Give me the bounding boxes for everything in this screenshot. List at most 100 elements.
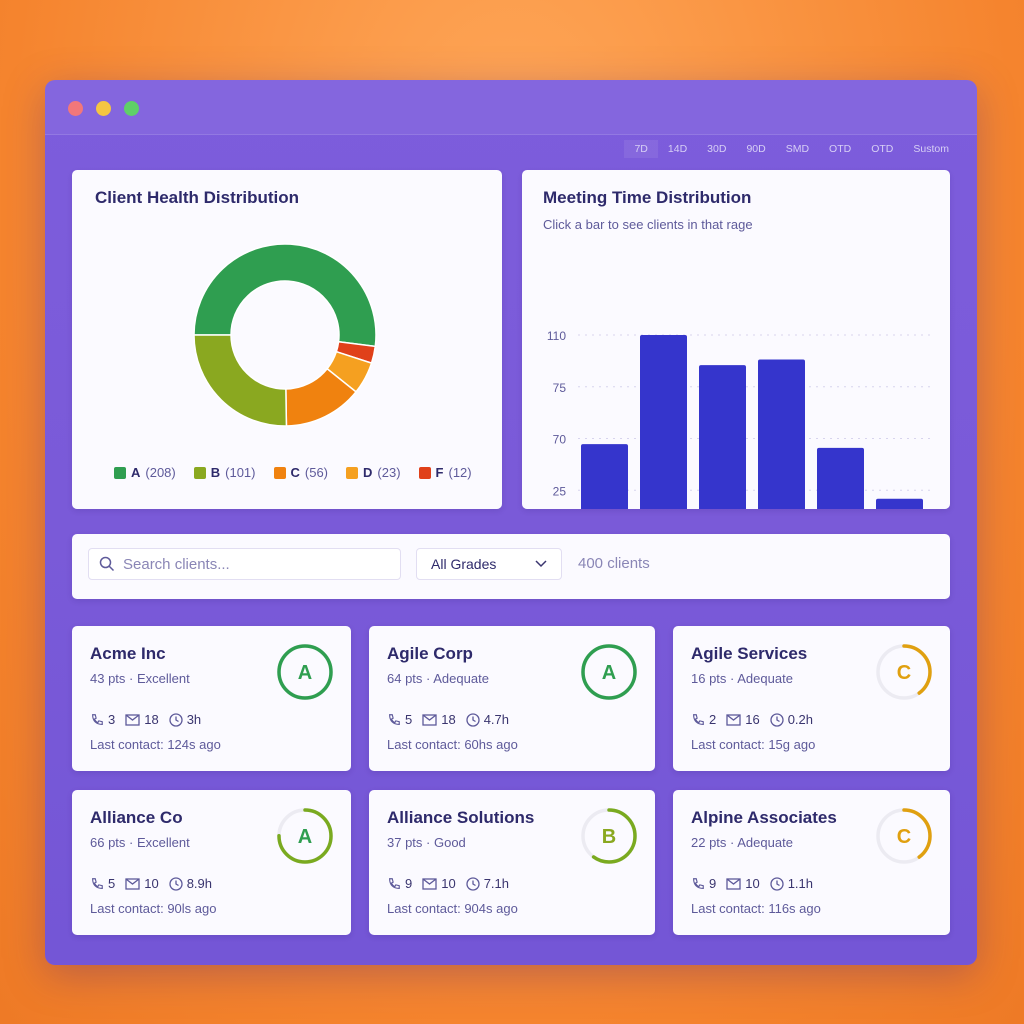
grade-letter: C bbox=[897, 826, 911, 848]
meeting-time: 8.9h bbox=[186, 876, 213, 891]
range-option[interactable]: 30D bbox=[707, 143, 727, 155]
search-box[interactable] bbox=[88, 548, 401, 580]
legend-swatch bbox=[193, 466, 206, 479]
bar-1h-2h[interactable] bbox=[640, 335, 687, 509]
date-range-selector: 7D 14D 30D 90D SMD OTD OTD Sustom bbox=[624, 140, 959, 158]
client-meta: 37 pts · Good bbox=[387, 835, 466, 850]
mail-icon bbox=[125, 877, 140, 890]
legend-grade: D bbox=[363, 465, 373, 480]
donut-slice-A[interactable] bbox=[193, 243, 377, 348]
grade-letter: A bbox=[298, 826, 312, 848]
close-button[interactable] bbox=[68, 101, 83, 116]
client-stats: 2 16 0.2h bbox=[691, 712, 813, 727]
client-meta: 16 pts · Adequate bbox=[691, 671, 793, 686]
client-points: 37 pts bbox=[387, 835, 423, 850]
meeting-time-card: Meeting Time Distribution Click a bar to… bbox=[522, 170, 950, 509]
client-health-card: Client Health Distribution A (208) B (101) C… bbox=[72, 170, 502, 509]
client-name: Alliance Co bbox=[90, 808, 183, 827]
client-card[interactable]: Alliance Co 66 pts · Excellent 5 10 8.9h… bbox=[72, 790, 351, 935]
phone-icon bbox=[693, 713, 704, 725]
last-contact: Last contact: 15g ago bbox=[691, 737, 816, 752]
range-option[interactable]: 14D bbox=[667, 143, 688, 155]
range-option[interactable]: 7D bbox=[624, 140, 658, 158]
client-status: Adequate bbox=[737, 835, 793, 850]
range-option[interactable]: 90D bbox=[746, 143, 766, 155]
grade-select-value: All Grades bbox=[431, 556, 497, 572]
client-meta: 43 pts · Excellent bbox=[90, 671, 190, 686]
range-option[interactable]: SMD bbox=[785, 143, 810, 155]
bar-2h-3h[interactable] bbox=[699, 365, 746, 509]
meeting-time: 4.7h bbox=[483, 712, 510, 727]
call-count: 3 bbox=[108, 712, 116, 727]
call-count: 5 bbox=[405, 712, 413, 727]
client-card[interactable]: Alpine Associates 22 pts · Adequate 9 10… bbox=[673, 790, 950, 935]
donut-slice-B[interactable] bbox=[193, 334, 288, 427]
range-option[interactable]: OTD bbox=[871, 143, 894, 155]
phone-icon bbox=[693, 877, 704, 889]
grade-ring: A bbox=[581, 644, 637, 700]
y-tick-label: 75 bbox=[553, 381, 567, 395]
grade-letter: C bbox=[897, 662, 911, 684]
mail-icon bbox=[422, 713, 437, 726]
last-contact: Last contact: 124s ago bbox=[90, 737, 221, 752]
legend-count: (56) bbox=[304, 465, 329, 480]
legend-item-A[interactable]: A (208) bbox=[114, 465, 176, 480]
client-card[interactable]: Acme Inc 43 pts · Excellent 3 18 3h Last… bbox=[72, 626, 351, 771]
grade-ring: C bbox=[876, 644, 932, 700]
call-count: 9 bbox=[709, 876, 717, 891]
range-option[interactable]: OTD bbox=[829, 143, 852, 155]
meeting-bar-chart: 02570751100m-1h1h-2h2h-3h3h-4h4h-5h6h+ bbox=[547, 329, 932, 509]
bar-4h-5h[interactable] bbox=[817, 447, 864, 509]
app-window: 7D 14D 30D 90D SMD OTD OTD Sustom Client Health… bbox=[45, 80, 977, 965]
y-tick-label: 110 bbox=[547, 329, 566, 343]
meeting-time: 0.2h bbox=[787, 712, 814, 727]
legend-item-F[interactable]: F (12) bbox=[418, 465, 472, 480]
mail-icon bbox=[726, 713, 741, 726]
chevron-down-icon bbox=[535, 560, 547, 568]
legend-item-D[interactable]: D (23) bbox=[346, 465, 401, 480]
legend-item-C[interactable]: C (56) bbox=[273, 465, 329, 480]
email-count: 18 bbox=[144, 712, 159, 727]
bar-0m-1h[interactable] bbox=[581, 444, 628, 509]
last-contact: Last contact: 904s ago bbox=[387, 901, 518, 916]
grade-ring: C bbox=[876, 808, 932, 864]
client-stats: 5 10 8.9h bbox=[90, 876, 212, 891]
card-title: Meeting Time Distribution bbox=[543, 188, 752, 207]
meeting-time: 3h bbox=[186, 712, 202, 727]
client-card[interactable]: Alliance Solutions 37 pts · Good 9 10 7.… bbox=[369, 790, 655, 935]
client-card[interactable]: Agile Services 16 pts · Adequate 2 16 0.… bbox=[673, 626, 950, 771]
legend-count: (208) bbox=[145, 465, 176, 480]
client-status: Good bbox=[433, 835, 466, 850]
legend-item-B[interactable]: B (101) bbox=[193, 465, 256, 480]
minimize-button[interactable] bbox=[96, 101, 111, 116]
search-input[interactable] bbox=[123, 555, 383, 573]
card-subtitle: Click a bar to see clients in that rage bbox=[543, 217, 753, 232]
client-name: Alliance Solutions bbox=[387, 808, 535, 827]
meeting-time: 1.1h bbox=[787, 876, 814, 891]
email-count: 10 bbox=[441, 876, 456, 891]
maximize-button[interactable] bbox=[124, 101, 139, 116]
bar-3h-4h[interactable] bbox=[758, 359, 805, 509]
bar-6h+[interactable] bbox=[876, 498, 923, 509]
grade-select[interactable]: All Grades bbox=[416, 548, 562, 580]
email-count: 10 bbox=[144, 876, 159, 891]
phone-icon bbox=[92, 713, 103, 725]
legend-count: (12) bbox=[448, 465, 472, 480]
mail-icon bbox=[726, 877, 741, 890]
grade-letter: A bbox=[298, 662, 312, 684]
grade-letter: B bbox=[602, 826, 616, 848]
clock-icon bbox=[466, 712, 480, 727]
client-card[interactable]: Agile Corp 64 pts · Adequate 5 18 4.7h L… bbox=[369, 626, 655, 771]
meeting-time: 7.1h bbox=[483, 876, 510, 891]
legend-swatch bbox=[418, 466, 431, 479]
phone-icon bbox=[389, 877, 400, 889]
legend-swatch bbox=[346, 466, 359, 479]
legend-grade: F bbox=[435, 465, 444, 480]
client-points: 16 pts bbox=[691, 671, 727, 686]
client-meta: 66 pts · Excellent bbox=[90, 835, 190, 850]
range-option[interactable]: Sustom bbox=[913, 143, 949, 155]
call-count: 9 bbox=[405, 876, 413, 891]
client-stats: 5 18 4.7h bbox=[387, 712, 509, 727]
grade-ring: B bbox=[581, 808, 637, 864]
mail-icon bbox=[125, 713, 140, 726]
